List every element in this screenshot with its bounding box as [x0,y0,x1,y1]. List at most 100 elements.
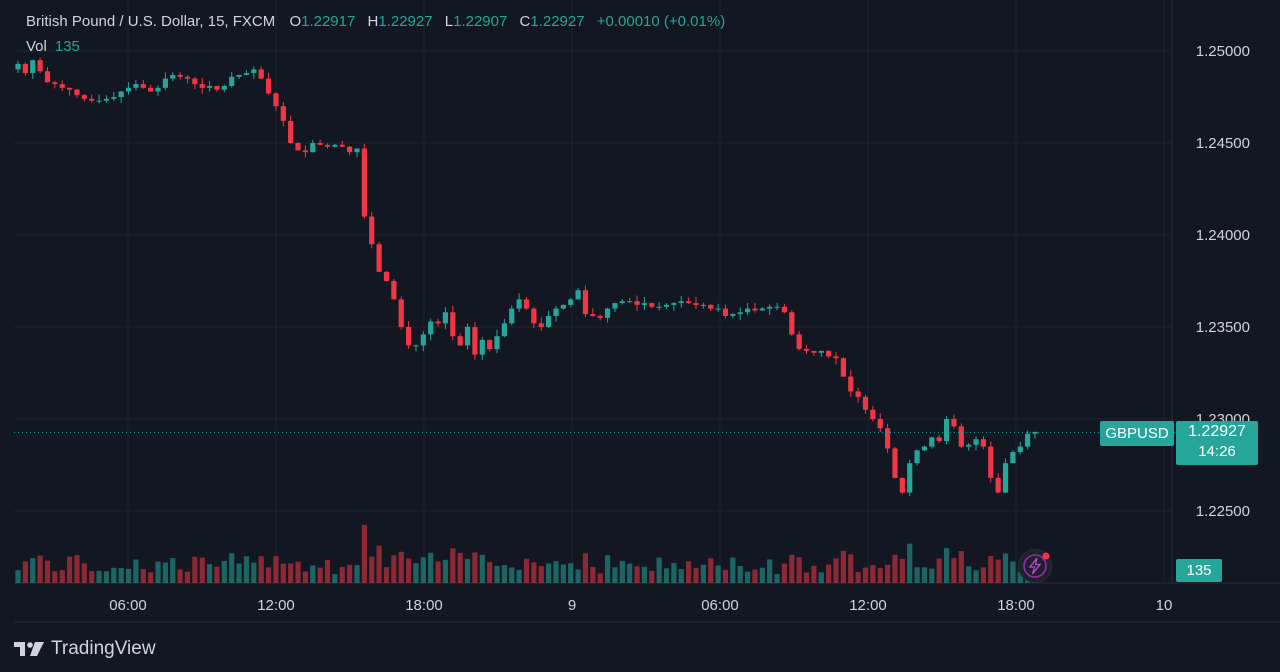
volume-bar [133,559,139,583]
volume-value: 135 [54,38,80,55]
candle-body [914,450,920,464]
candle-body [457,336,463,346]
candle-body [295,143,301,151]
candle-body [214,85,220,90]
candle-body [582,290,589,315]
candle-body [347,146,353,153]
time-tick-label: 10 [1156,597,1173,614]
volume-bar [899,558,905,583]
candle-body [479,339,485,355]
candle-body [597,315,603,318]
candle-body [678,301,684,304]
candle-body [170,74,176,79]
volume-bar [162,562,168,583]
candle-body [74,89,80,96]
candle-body [560,304,566,309]
candle-body [317,143,323,145]
brand[interactable]: TradingView [14,638,156,660]
volume-bar [221,560,227,583]
volume-bar [251,562,257,583]
volume-bar [487,562,493,583]
candle-body [943,419,950,442]
volume-bar [619,560,625,583]
candle-body [796,334,802,350]
candle-body [538,323,544,327]
candle-body [376,244,382,272]
candle-body [568,299,574,305]
volume-bar [435,561,441,583]
volume-bar [111,567,117,583]
candle-body [81,95,87,99]
candle-body [848,376,854,392]
candle-body [811,350,817,353]
candle-body [1025,433,1031,447]
candlesticks [15,57,1038,497]
volume-bar [376,545,382,583]
candle-body [634,301,640,305]
volume-bar [457,552,463,583]
candle-body [155,87,161,92]
volume-bar [450,548,456,583]
volume-bar [708,558,714,583]
volume-bar [265,567,272,583]
candle-body [494,336,500,350]
candle-body [405,327,412,346]
symbol-price-tag: GBPUSD [1100,421,1174,446]
candle-body [229,76,235,86]
time-axis[interactable]: 06:00 12:00 18:00 9 06:00 12:00 18:00 10 [109,597,1172,614]
volume-legend: Vol 135 [26,38,80,55]
time-tick-label: 06:00 [109,597,147,614]
candle-body [921,446,928,451]
volume-bar [22,561,28,583]
volume-bar [612,567,618,583]
volume-bar [125,568,132,583]
candle-body [472,327,478,355]
last-price-value: 1.22927 [1188,423,1246,440]
volume-bar [958,551,964,583]
candle-body [369,216,375,245]
symbol-title[interactable]: British Pound / U.S. Dollar, 15, FXCM [26,13,276,30]
volume-bar [833,558,839,583]
volume-bar [302,571,309,583]
volume-bar [553,561,559,583]
close-label: C [519,13,531,30]
candle-body [877,419,883,429]
flash-button[interactable] [1018,549,1052,583]
candle-body [236,74,242,77]
volume-bar [398,551,404,583]
candle-body [590,314,596,316]
time-tick-label: 12:00 [849,597,887,614]
volume-bar [907,543,913,583]
volume-bar [295,561,301,583]
candle-body [413,345,419,347]
candle-body [767,306,773,309]
candle-body [59,84,65,88]
volume-bar [663,568,670,583]
volume-label: Vol [26,38,47,55]
volume-bar [1002,553,1009,583]
candle-body [752,308,758,311]
candle-body [929,437,935,447]
candle-body [66,87,73,90]
price-axis[interactable]: 1.250001.245001.240001.235001.230001.225… [1196,43,1250,520]
candle-body [442,312,449,324]
candle-body [302,150,309,153]
volume-bar [929,568,935,583]
candle-body [641,303,648,305]
volume-bar [781,563,788,583]
volume-bar [885,564,891,583]
volume-bar [317,567,323,583]
volume-bar [354,565,360,583]
volume-bar [177,569,183,583]
volume-bar [207,564,213,583]
volume-bar [420,557,426,583]
volume-bar [678,569,684,583]
candle-body [759,308,765,311]
candle-body [995,477,1001,493]
low-value: 1.22907 [453,13,508,30]
candle-body [523,299,530,309]
candle-body [148,87,154,92]
volume-bar [582,553,589,583]
volume-bar [811,565,817,583]
